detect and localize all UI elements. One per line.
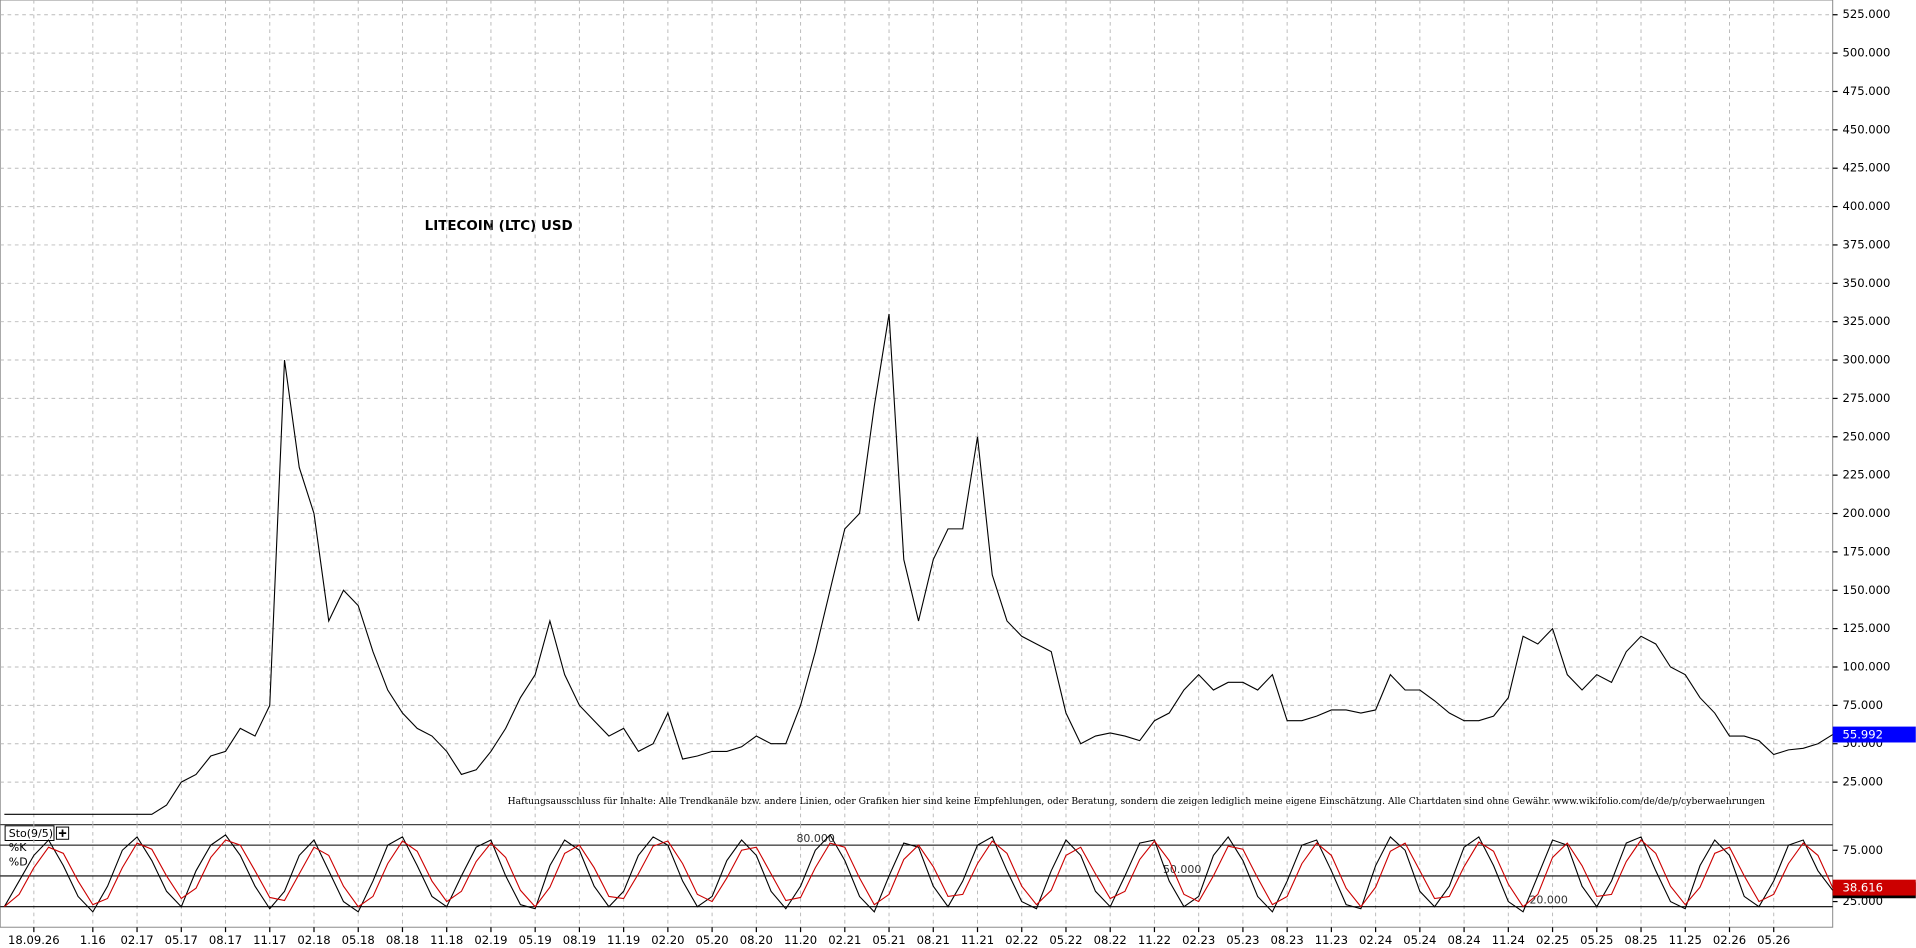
y-tick-label: 350.000	[1842, 276, 1890, 290]
x-tick-label: 05.19	[519, 933, 552, 947]
x-tick-label: 11.21	[961, 933, 994, 947]
level-label: 20.000	[1529, 894, 1567, 907]
y-tick-label: 175.000	[1842, 544, 1890, 558]
y-tick-label: 450.000	[1842, 122, 1890, 136]
x-tick-label: 08.20	[740, 933, 773, 947]
last-value-label: 38.616	[1842, 881, 1883, 895]
add-button-icon[interactable]	[58, 829, 67, 837]
x-tick-label: 02.25	[1536, 933, 1569, 947]
x-tick-label: 08.24	[1447, 933, 1480, 947]
y-tick-label: 100.000	[1842, 659, 1890, 673]
y-tick-label: 125.000	[1842, 621, 1890, 635]
x-tick-label: 11.19	[607, 933, 640, 947]
y-tick-label: 400.000	[1842, 199, 1890, 213]
x-tick-label: 05.17	[165, 933, 198, 947]
x-tick-label: 11.23	[1315, 933, 1348, 947]
y-tick-label: 275.000	[1842, 391, 1890, 405]
legend-d: %D	[9, 855, 28, 868]
x-tick-label: 08.17	[209, 933, 242, 947]
y-tick-label: 250.000	[1842, 429, 1890, 443]
chart-title: LITECOIN (LTC) USD	[425, 219, 573, 234]
x-tick-label: 02.22	[1005, 933, 1038, 947]
x-tick-label: 11.20	[784, 933, 817, 947]
series-line	[4, 313, 1833, 815]
indicator-add-button[interactable]	[55, 826, 70, 840]
disclaimer: Haftungsausschluss für Inhalte: Alle Tre…	[508, 796, 1766, 807]
series-line	[4, 839, 1834, 908]
y-tick-label: 425.000	[1842, 161, 1890, 175]
x-tick-label: 08.18	[386, 933, 419, 947]
x-tick-label: 11.18	[430, 933, 463, 947]
x-tick-label: 11.24	[1492, 933, 1525, 947]
x-tick-label: 11.25	[1669, 933, 1702, 947]
x-tick-label: 02.21	[828, 933, 861, 947]
x-tick-label: 18.09.26	[8, 933, 60, 947]
x-tick-label: 05.24	[1403, 933, 1436, 947]
series-line	[3, 833, 1834, 913]
x-tick-label: 08.19	[563, 933, 596, 947]
last-value-box	[1832, 879, 1916, 896]
y-tick-label: 325.000	[1842, 314, 1890, 328]
x-tick-label: 02.23	[1182, 933, 1215, 947]
x-tick-label: 05.21	[872, 933, 905, 947]
y-tick-label: 75.000	[1842, 843, 1883, 857]
x-tick-label: 02.20	[651, 933, 684, 947]
x-tick-label: 02.18	[297, 933, 330, 947]
plot-frame	[0, 0, 1834, 928]
x-tick-label: 02.19	[474, 933, 507, 947]
x-tick-label: 08.25	[1624, 933, 1657, 947]
x-tick-label: 05.26	[1757, 933, 1790, 947]
x-tick-label: 05.25	[1580, 933, 1613, 947]
legend-k: %K	[9, 841, 27, 854]
x-tick-label: 02.24	[1359, 933, 1392, 947]
y-tick-label: 300.000	[1842, 353, 1890, 367]
y-tick-label: 200.000	[1842, 506, 1890, 520]
x-tick-label: 1.16	[80, 933, 106, 947]
x-tick-label: 02.17	[120, 933, 153, 947]
last-value-label: 55.992	[1842, 728, 1883, 742]
x-tick-label: 08.23	[1271, 933, 1304, 947]
y-tick-label: 525.000	[1842, 7, 1890, 21]
x-tick-label: 08.22	[1094, 933, 1127, 947]
x-tick-label: 08.21	[917, 933, 950, 947]
y-tick-label: 75.000	[1842, 698, 1883, 712]
y-tick-label: 150.000	[1842, 583, 1890, 597]
indicator-title: Sto(9/5)	[9, 827, 53, 840]
x-tick-label: 11.22	[1138, 933, 1171, 947]
x-tick-label: 05.22	[1049, 933, 1082, 947]
x-tick-label: 05.20	[696, 933, 729, 947]
y-tick-label: 500.000	[1842, 46, 1890, 60]
x-tick-label: 05.18	[342, 933, 375, 947]
y-tick-label: 375.000	[1842, 237, 1890, 251]
y-tick-label: 475.000	[1842, 84, 1890, 98]
x-tick-label: 02.26	[1713, 933, 1746, 947]
x-tick-label: 11.17	[253, 933, 286, 947]
y-tick-label: 225.000	[1842, 468, 1890, 482]
level-label: 50.000	[1163, 863, 1201, 876]
level-label: 80.000	[796, 832, 834, 845]
last-value-box	[1832, 726, 1916, 743]
x-tick-label: 05.23	[1226, 933, 1259, 947]
indicator-label-box	[4, 825, 55, 841]
y-tick-label: 25.000	[1842, 775, 1883, 789]
